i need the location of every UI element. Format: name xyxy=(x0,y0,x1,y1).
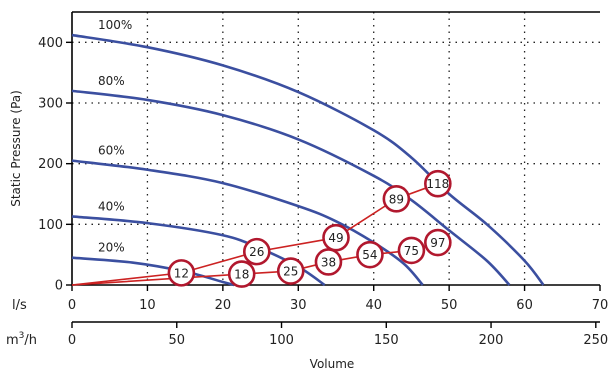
x-tick-label-ls: 60 xyxy=(516,298,533,313)
marker-18: 18 xyxy=(227,260,256,288)
x-tick-label-ls: 50 xyxy=(441,298,458,313)
marker-value: 97 xyxy=(430,236,445,250)
markers: 12 26 49 89 118 18 25 38 54 75 97 xyxy=(167,169,452,288)
marker-49: 49 xyxy=(322,223,350,252)
curve-label-100pct: 100% xyxy=(98,18,132,32)
y-tick-label: 300 xyxy=(38,97,63,112)
marker-97: 97 xyxy=(424,228,452,257)
grid xyxy=(72,12,600,285)
fan-curve-20pct xyxy=(71,256,235,287)
x-tick-label-m3h: 0 xyxy=(68,333,76,348)
x-tick-label-ls: 10 xyxy=(139,298,156,313)
x-axis-unit-m3h: m3/h xyxy=(6,331,37,348)
marker-circle xyxy=(397,236,426,265)
marker-circle xyxy=(276,257,305,285)
unit-m3h-base: m xyxy=(6,333,19,348)
marker-circle xyxy=(382,185,411,213)
axes: 0 100 200 300 400 0 10 20 30 40 50 60 70 0 50 100 150 200… xyxy=(38,11,609,348)
marker-circle xyxy=(167,259,196,287)
marker-value: 18 xyxy=(234,268,249,282)
fan-curve-80pct xyxy=(71,89,511,286)
curve-label-60pct: 60% xyxy=(98,144,125,158)
unit-m3h-tail: /h xyxy=(24,333,37,348)
marker-circle xyxy=(242,237,271,266)
marker-value: 75 xyxy=(404,244,419,258)
marker-118: 118 xyxy=(424,169,452,198)
curve-label-20pct: 20% xyxy=(98,241,125,255)
marker-circle xyxy=(314,248,343,276)
marker-circle xyxy=(424,228,452,257)
marker-25: 25 xyxy=(276,257,305,285)
fan-curve-100pct xyxy=(71,33,545,286)
x-tick-label-ls: 70 xyxy=(592,298,609,313)
y-axis-title: Static Pressure (Pa) xyxy=(9,90,23,207)
marker-circle xyxy=(356,240,384,269)
x-tick-label-m3h: 100 xyxy=(269,333,294,348)
curve-label-40pct: 40% xyxy=(98,199,125,213)
marker-89: 89 xyxy=(382,185,411,213)
x-tick-label-ls: 40 xyxy=(365,298,382,313)
marker-value: 12 xyxy=(174,266,189,280)
x-axis-unit-ls: l/s xyxy=(12,298,27,313)
x-axis-title: Volume xyxy=(310,357,355,371)
marker-12: 12 xyxy=(167,259,196,287)
x-tick-label-ls: 30 xyxy=(290,298,307,313)
marker-value: 38 xyxy=(321,255,336,269)
marker-value: 26 xyxy=(249,245,264,259)
marker-value: 118 xyxy=(426,177,449,191)
y-tick-label: 200 xyxy=(38,157,63,172)
fan-curve-60pct xyxy=(71,159,424,286)
marker-circle xyxy=(227,260,256,288)
marker-38: 38 xyxy=(314,248,343,276)
marker-75: 75 xyxy=(397,236,426,265)
fan-curves: 100% 80% 60% 40% 20% xyxy=(71,18,545,287)
y-tick-label: 0 xyxy=(55,279,63,294)
x-tick-label-ls: 20 xyxy=(215,298,232,313)
marker-value: 25 xyxy=(283,265,298,279)
x-tick-label-m3h: 200 xyxy=(479,333,504,348)
marker-26: 26 xyxy=(242,237,271,266)
marker-54: 54 xyxy=(356,240,384,269)
marker-value: 89 xyxy=(389,192,404,206)
marker-circle xyxy=(322,223,350,252)
x-tick-label-ls: 0 xyxy=(68,298,76,313)
y-tick-label: 400 xyxy=(38,36,63,51)
curve-label-80pct: 80% xyxy=(98,74,125,88)
x-tick-label-m3h: 250 xyxy=(583,333,608,348)
x-tick-label-m3h: 150 xyxy=(374,333,399,348)
unit-m3h-superscript: 3 xyxy=(19,331,25,341)
x-tick-label-m3h: 50 xyxy=(168,333,185,348)
marker-circle xyxy=(424,169,452,198)
y-tick-label: 100 xyxy=(38,218,63,233)
marker-value: 54 xyxy=(362,248,377,262)
marker-value: 49 xyxy=(328,231,343,245)
